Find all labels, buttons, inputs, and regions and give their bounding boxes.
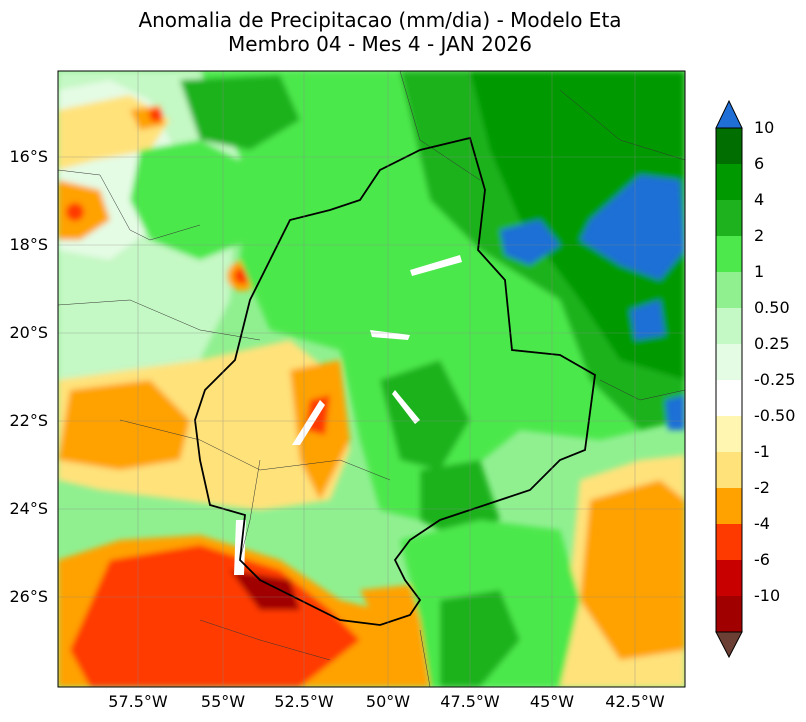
colorbar-tick-label: -2 — [754, 478, 770, 497]
colorbar-segment — [716, 380, 742, 417]
colorbar-segment — [716, 200, 742, 237]
colorbar-segment — [716, 308, 742, 345]
colorbar-segment — [716, 164, 742, 201]
colorbar-tick-label: 2 — [754, 226, 765, 245]
lat-label-20s: 20°S — [9, 323, 48, 342]
colorbar-segment — [716, 452, 742, 489]
colorbar-segment — [716, 236, 742, 273]
colorbar-segment — [716, 560, 742, 597]
colorbar-segment — [716, 128, 742, 165]
colorbar-segment — [716, 524, 742, 561]
lon-label-52-5w: 52.5°W — [274, 692, 334, 711]
colorbar-segment — [716, 596, 742, 633]
colorbar-under-arrow — [715, 631, 743, 659]
lon-label-57-5w: 57.5°W — [108, 692, 168, 711]
lat-label-18s: 18°S — [9, 235, 48, 254]
colorbar-segment — [716, 488, 742, 525]
lon-label-55w: 55°W — [200, 692, 246, 711]
lat-label-26s: 26°S — [9, 587, 48, 606]
lon-label-45w: 45°W — [529, 692, 575, 711]
lon-label-50w: 50°W — [365, 692, 411, 711]
lat-label-24s: 24°S — [9, 499, 48, 518]
lat-label-16s: 16°S — [9, 147, 48, 166]
colorbar-tick-label: 1 — [754, 262, 765, 281]
colorbar-tick-label: 4 — [754, 190, 765, 209]
lat-label-22s: 22°S — [9, 411, 48, 430]
colorbar-tick-label: -6 — [754, 550, 770, 569]
colorbar-segment — [716, 344, 742, 381]
map-title-line-2: Membro 04 - Mes 4 - JAN 2026 — [228, 32, 532, 56]
lon-label-47-5w: 47.5°W — [440, 692, 500, 711]
colorbar-tick-label: 10 — [754, 118, 775, 137]
colorbar-tick-label: -0.25 — [754, 370, 796, 389]
colorbar-segment — [716, 416, 742, 453]
colorbar-tick-label: 0.25 — [754, 334, 790, 353]
colorbar-tick-label: 0.50 — [754, 298, 790, 317]
colorbar-over-arrow — [715, 99, 743, 129]
map-title-line-1: Anomalia de Precipitacao (mm/dia) - Mode… — [138, 8, 622, 32]
map-frame — [57, 70, 686, 688]
colorbar-tick-label: 6 — [754, 154, 765, 173]
lon-label-42-5w: 42.5°W — [605, 692, 665, 711]
colorbar-tick-label: -4 — [754, 514, 770, 533]
colorbar-tick-label: -1 — [754, 442, 770, 461]
colorbar-segment — [716, 272, 742, 309]
colorbar-tick-label: -0.50 — [754, 406, 796, 425]
colorbar-tick-label: -10 — [754, 586, 781, 605]
